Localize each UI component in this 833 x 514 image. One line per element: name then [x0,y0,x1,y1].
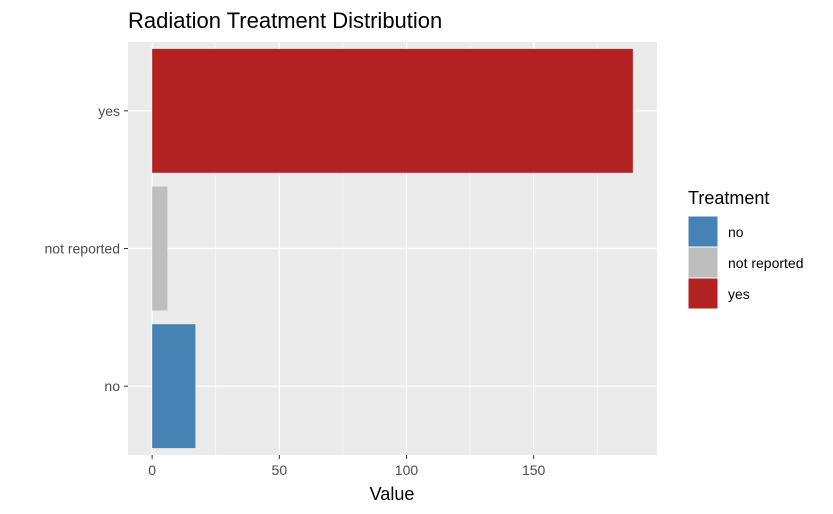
y-tick-label: yes [98,103,120,119]
legend-key-yes [687,277,719,310]
x-tick-label: 150 [522,462,546,478]
x-axis-title: Value [370,484,415,504]
legend-label: yes [728,286,750,302]
bars [152,48,633,449]
chart-title: Radiation Treatment Distribution [128,8,442,33]
legend-key-no [687,215,719,248]
legend-label: not reported [728,255,804,271]
bar-no [152,324,196,449]
legend: Treatment no not reported yes [687,188,804,310]
y-tick-label: no [104,378,120,394]
legend-label: no [728,224,744,240]
y-tick-label: not reported [45,241,121,257]
bar-not-reported [152,186,168,311]
y-axis: no not reported yes [45,103,128,394]
x-axis: 0 50 100 150 [148,455,546,478]
x-tick-label: 100 [395,462,419,478]
bar-yes [152,48,633,173]
x-tick-label: 50 [272,462,288,478]
x-tick-label: 0 [148,462,156,478]
legend-key-not-reported [687,246,719,279]
legend-title: Treatment [688,188,769,208]
